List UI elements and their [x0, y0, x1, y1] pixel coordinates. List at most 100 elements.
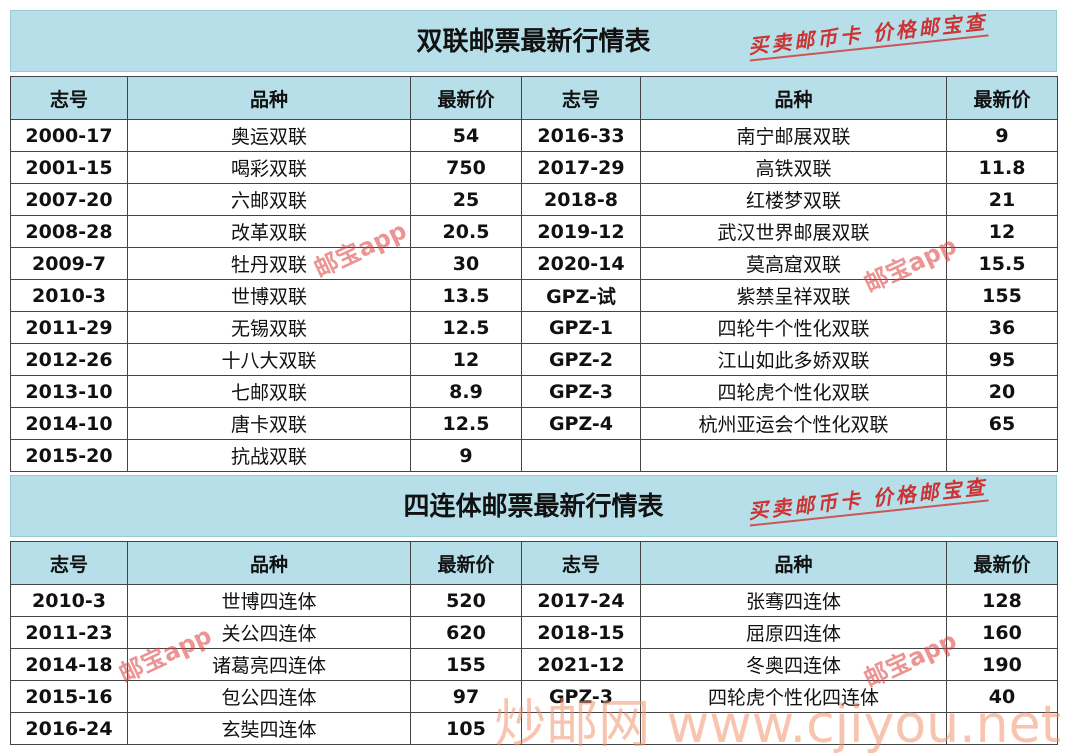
variety-cell: 诸葛亮四连体 — [127, 648, 411, 681]
header-cell: 志号 — [521, 541, 641, 585]
code-cell: 2020-14 — [521, 247, 641, 280]
variety-cell: 世博双联 — [127, 279, 411, 312]
table-title: 双联邮票最新行情表 买卖邮币卡 价格邮宝查 — [10, 10, 1057, 72]
variety-cell: 南宁邮展双联 — [640, 119, 947, 152]
price-cell: 95 — [946, 343, 1058, 376]
table-section: 四连体邮票最新行情表 买卖邮币卡 价格邮宝查 志号 品种 最新价 志号 品种 最新价 2010-… — [10, 475, 1058, 745]
code-cell: 2012-26 — [10, 343, 128, 376]
code-cell: 2016-24 — [10, 712, 128, 745]
empty-cell — [640, 439, 947, 472]
price-cell: 160 — [946, 616, 1058, 649]
row: 2016-24 玄奘四连体 105 — [10, 712, 1058, 745]
code-cell: 2018-15 — [521, 616, 641, 649]
code-cell: 2014-10 — [10, 407, 128, 440]
price-cell: 25 — [410, 183, 522, 216]
variety-cell: 冬奥四连体 — [640, 648, 947, 681]
header-cell: 志号 — [10, 76, 128, 120]
price-cell: 65 — [946, 407, 1058, 440]
row: 2011-23 关公四连体 620 2018-15 屈原四连体 160 — [10, 616, 1058, 649]
variety-cell: 奥运双联 — [127, 119, 411, 152]
variety-cell: 唐卡双联 — [127, 407, 411, 440]
empty-cell — [521, 439, 641, 472]
price-cell: 12 — [946, 215, 1058, 248]
empty-cell — [946, 712, 1058, 745]
header-cell: 最新价 — [946, 76, 1058, 120]
variety-cell: 世博四连体 — [127, 584, 411, 617]
price-cell: 9 — [946, 119, 1058, 152]
header-row: 志号 品种 最新价 志号 品种 最新价 — [10, 76, 1058, 120]
price-cell: 190 — [946, 648, 1058, 681]
header-row: 志号 品种 最新价 志号 品种 最新价 — [10, 541, 1058, 585]
variety-cell: 紫禁呈祥双联 — [640, 279, 947, 312]
slogan: 买卖邮币卡 价格邮宝查 — [747, 475, 989, 527]
header-cell: 品种 — [127, 541, 411, 585]
slogan: 买卖邮币卡 价格邮宝查 — [747, 10, 989, 62]
row: 2013-10 七邮双联 8.9 GPZ-3 四轮虎个性化双联 20 — [10, 375, 1058, 408]
header-cell: 志号 — [521, 76, 641, 120]
row: 2012-26 十八大双联 12 GPZ-2 江山如此多娇双联 95 — [10, 343, 1058, 376]
variety-cell: 四轮虎个性化四连体 — [640, 680, 947, 713]
price-cell: 21 — [946, 183, 1058, 216]
header-cell: 最新价 — [946, 541, 1058, 585]
header-cell: 品种 — [127, 76, 411, 120]
price-table: 志号 品种 最新价 志号 品种 最新价 2000-17 奥运双联 54 2016-33 南宁邮展双联… — [10, 76, 1058, 472]
price-cell: 750 — [410, 151, 522, 184]
code-cell: 2014-18 — [10, 648, 128, 681]
variety-cell: 无锡双联 — [127, 311, 411, 344]
code-cell: 2011-23 — [10, 616, 128, 649]
variety-cell: 四轮虎个性化双联 — [640, 375, 947, 408]
code-cell: 2011-29 — [10, 311, 128, 344]
row: 2009-7 牡丹双联 30 2020-14 莫高窟双联 15.5 — [10, 247, 1058, 280]
price-cell: 20 — [946, 375, 1058, 408]
variety-cell: 喝彩双联 — [127, 151, 411, 184]
code-cell: 2019-12 — [521, 215, 641, 248]
price-cell: 13.5 — [410, 279, 522, 312]
variety-cell: 武汉世界邮展双联 — [640, 215, 947, 248]
table-title: 四连体邮票最新行情表 买卖邮币卡 价格邮宝查 — [10, 475, 1057, 537]
variety-cell: 六邮双联 — [127, 183, 411, 216]
price-cell: 15.5 — [946, 247, 1058, 280]
code-cell: 2010-3 — [10, 279, 128, 312]
code-cell: 2017-24 — [521, 584, 641, 617]
price-cell: 12.5 — [410, 311, 522, 344]
row: 2014-18 诸葛亮四连体 155 2021-12 冬奥四连体 190 — [10, 648, 1058, 681]
header-cell: 品种 — [640, 76, 947, 120]
row: 2011-29 无锡双联 12.5 GPZ-1 四轮牛个性化双联 36 — [10, 311, 1058, 344]
variety-cell: 红楼梦双联 — [640, 183, 947, 216]
price-cell: 11.8 — [946, 151, 1058, 184]
row: 2010-3 世博四连体 520 2017-24 张骞四连体 128 — [10, 584, 1058, 617]
code-cell: 2000-17 — [10, 119, 128, 152]
price-cell: 155 — [946, 279, 1058, 312]
variety-cell: 四轮牛个性化双联 — [640, 311, 947, 344]
variety-cell: 张骞四连体 — [640, 584, 947, 617]
row: 2010-3 世博双联 13.5 GPZ-试 紫禁呈祥双联 155 — [10, 279, 1058, 312]
code-cell: 2007-20 — [10, 183, 128, 216]
price-cell: 40 — [946, 680, 1058, 713]
price-cell: 520 — [410, 584, 522, 617]
row: 2007-20 六邮双联 25 2018-8 红楼梦双联 21 — [10, 183, 1058, 216]
code-cell: GPZ-3 — [521, 375, 641, 408]
price-cell: 20.5 — [410, 215, 522, 248]
code-cell: GPZ-1 — [521, 311, 641, 344]
price-table: 志号 品种 最新价 志号 品种 最新价 2010-3 世博四连体 520 2017-24 张骞四连体… — [10, 541, 1058, 745]
code-cell: GPZ-3 — [521, 680, 641, 713]
row: 2000-17 奥运双联 54 2016-33 南宁邮展双联 9 — [10, 119, 1058, 152]
variety-cell: 杭州亚运会个性化双联 — [640, 407, 947, 440]
table-section: 双联邮票最新行情表 买卖邮币卡 价格邮宝查 志号 品种 最新价 志号 品种 最新价 2000-1… — [10, 10, 1058, 472]
code-cell: 2017-29 — [521, 151, 641, 184]
price-cell: 128 — [946, 584, 1058, 617]
variety-cell: 玄奘四连体 — [127, 712, 411, 745]
variety-cell: 牡丹双联 — [127, 247, 411, 280]
price-cell: 97 — [410, 680, 522, 713]
price-cell: 9 — [410, 439, 522, 472]
code-cell: 2015-16 — [10, 680, 128, 713]
code-cell: 2008-28 — [10, 215, 128, 248]
price-cell: 12 — [410, 343, 522, 376]
price-cell: 30 — [410, 247, 522, 280]
row: 2008-28 改革双联 20.5 2019-12 武汉世界邮展双联 12 — [10, 215, 1058, 248]
empty-cell — [946, 439, 1058, 472]
code-cell: GPZ-4 — [521, 407, 641, 440]
code-cell: 2013-10 — [10, 375, 128, 408]
code-cell: 2001-15 — [10, 151, 128, 184]
